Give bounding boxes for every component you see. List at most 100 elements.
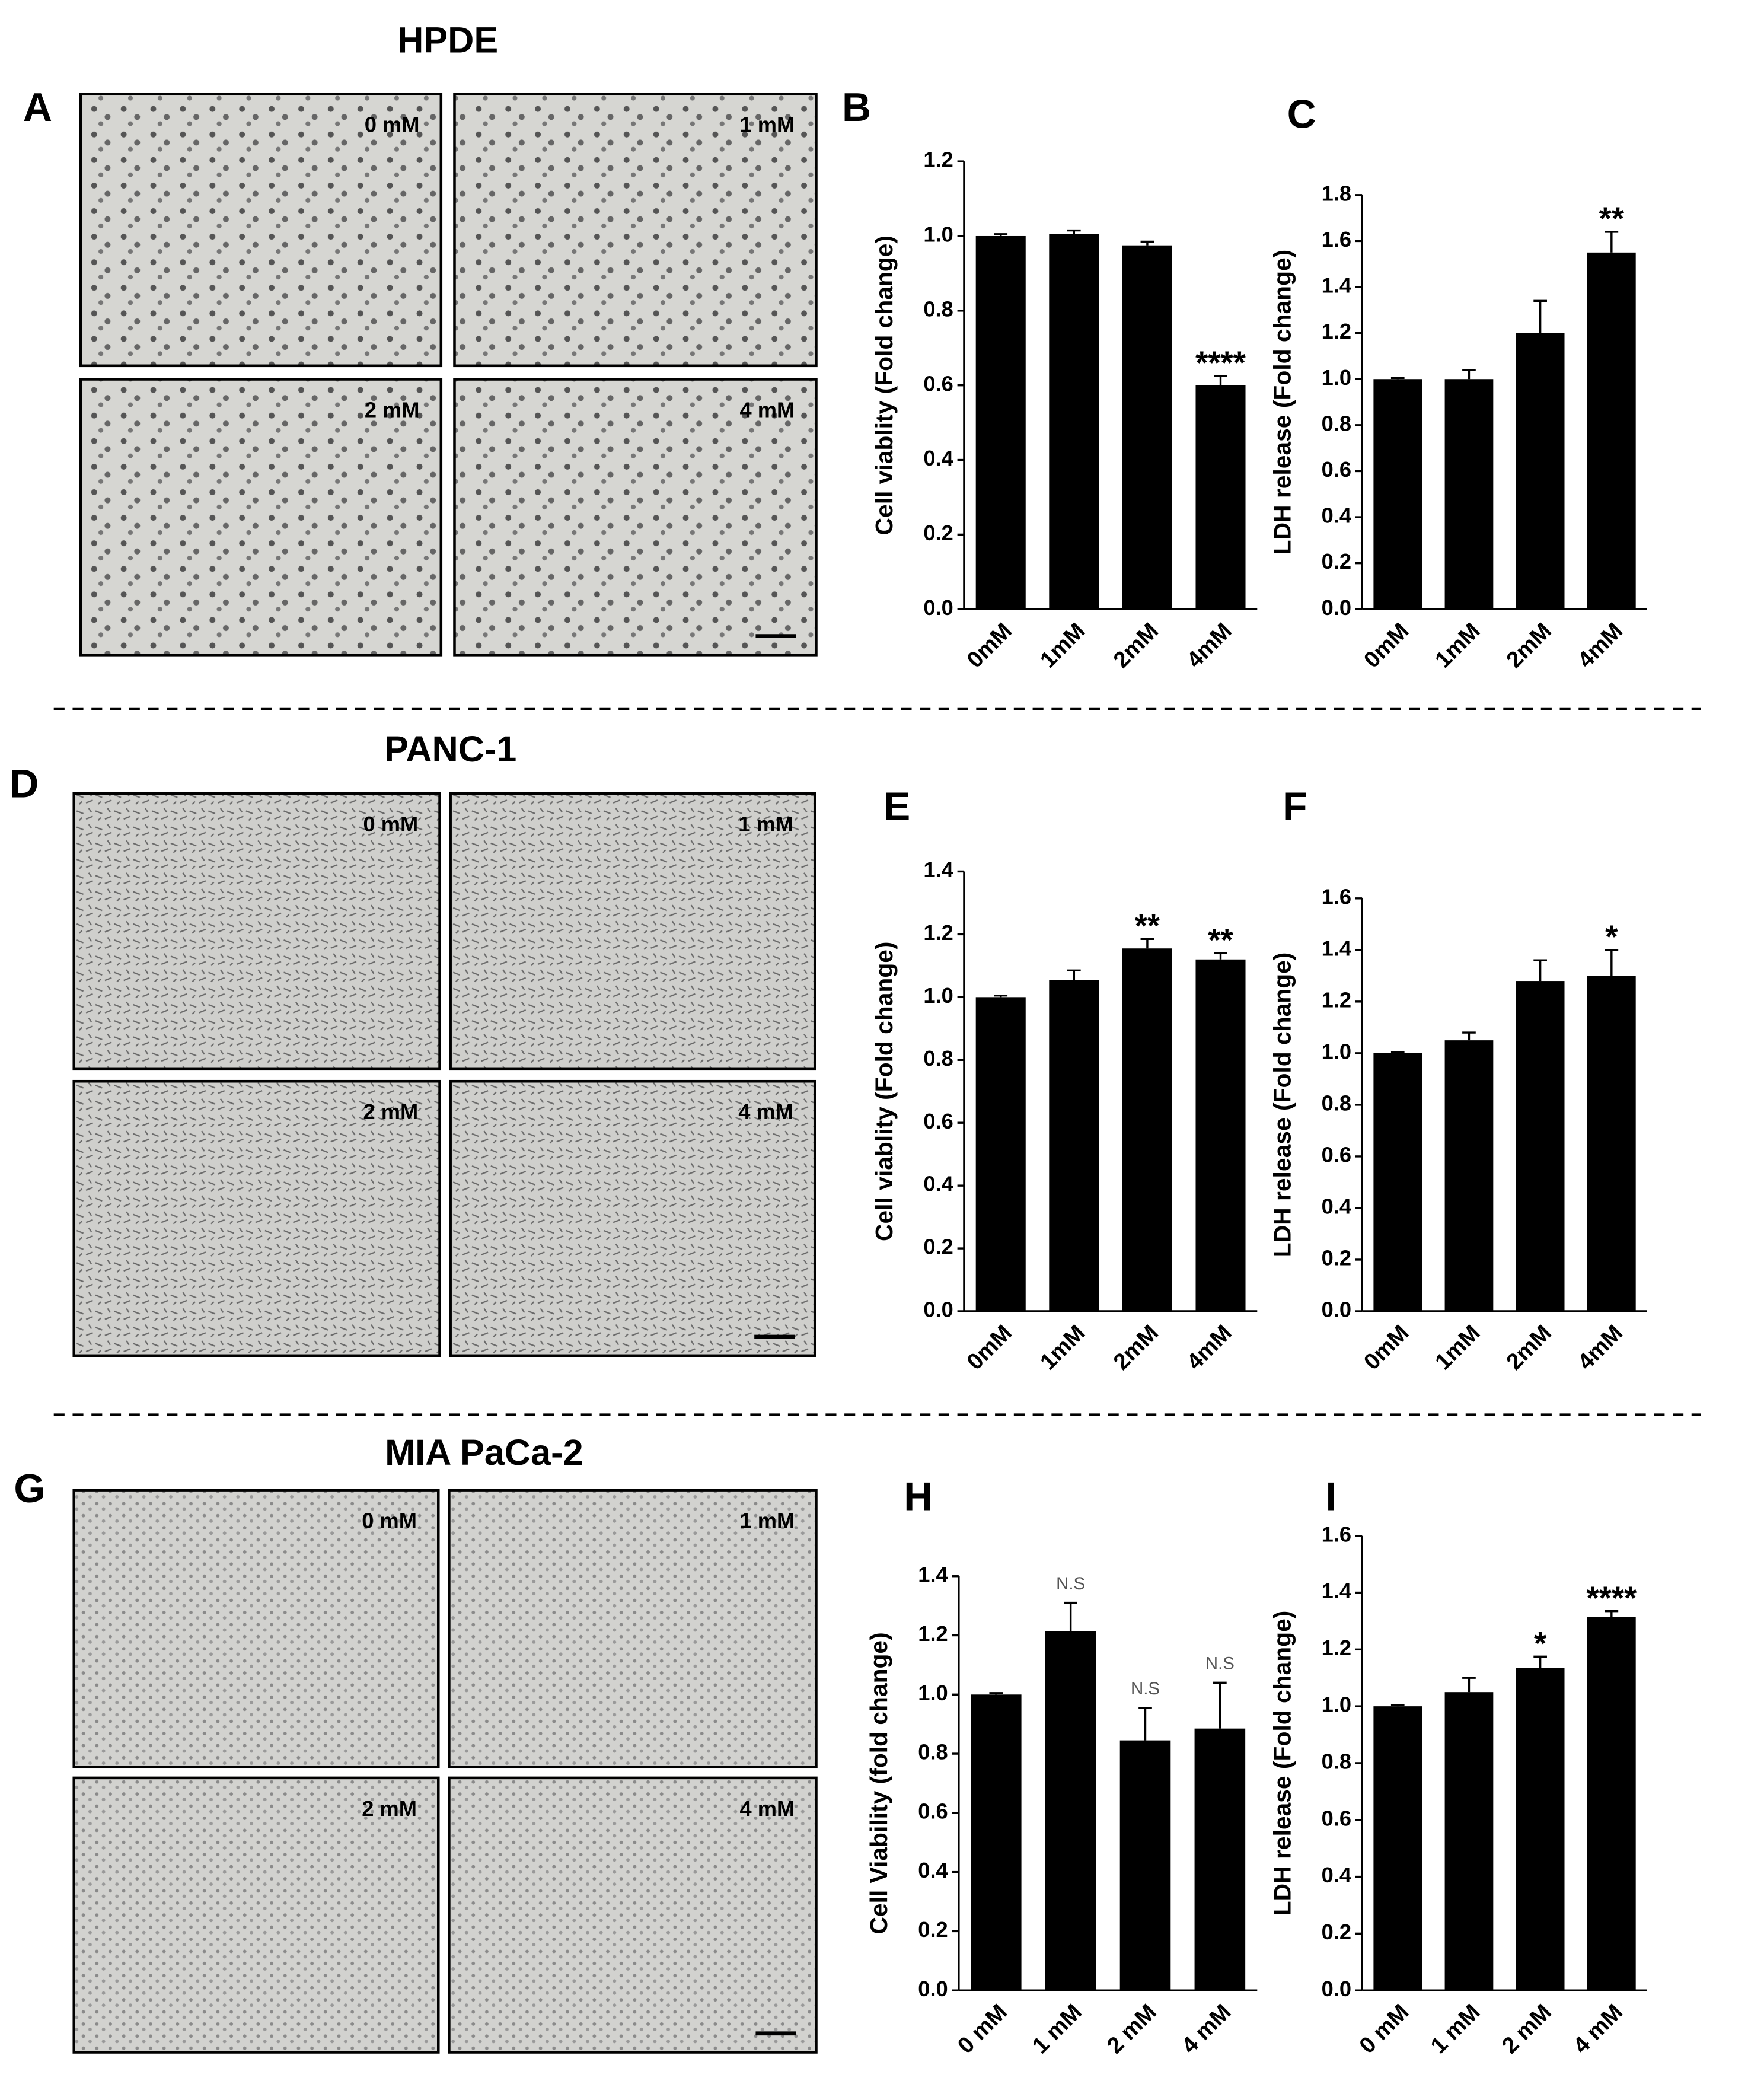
significance-label: ** xyxy=(1135,908,1160,944)
y-tick-label: 1.0 xyxy=(923,983,953,1008)
micrograph xyxy=(79,93,443,368)
y-tick-label: 0.4 xyxy=(918,1858,948,1882)
bar xyxy=(1587,976,1636,1311)
micrograph-label: 1 mM xyxy=(738,812,793,836)
x-tick-label: 2 mM xyxy=(1497,1999,1556,2058)
panel-letter: E xyxy=(883,784,910,829)
x-tick-label: 2mM xyxy=(1501,618,1556,673)
panel-letter: A xyxy=(23,85,52,130)
x-tick-label: 4mM xyxy=(1182,1320,1237,1375)
micrograph-label: 4 mM xyxy=(740,397,795,422)
significance-label: N.S xyxy=(1205,1654,1235,1674)
x-tick-label: 2 mM xyxy=(1102,1999,1162,2058)
y-tick-label: 0.8 xyxy=(918,1740,948,1764)
y-tick-label: 0.4 xyxy=(1322,1194,1351,1219)
micrograph xyxy=(448,1776,818,2054)
bar xyxy=(1373,1053,1422,1311)
y-tick-label: 1.0 xyxy=(918,1681,948,1705)
bar xyxy=(1195,959,1246,1311)
panel-letter: H xyxy=(904,1474,933,1519)
y-tick-label: 1.6 xyxy=(1322,884,1351,909)
x-tick-label: 0mM xyxy=(1359,618,1414,673)
x-tick-label: 1mM xyxy=(1035,1320,1090,1375)
y-tick-label: 0.0 xyxy=(923,595,953,620)
bar xyxy=(1045,1631,1096,1991)
y-tick-label: 0.0 xyxy=(1322,1977,1351,2001)
y-tick-label: 1.2 xyxy=(1322,987,1351,1012)
significance-label: ** xyxy=(1208,922,1233,958)
panel-letter: G xyxy=(14,1466,45,1511)
x-tick-label: 1 mM xyxy=(1028,1999,1087,2058)
y-tick-label: 0.2 xyxy=(1322,1920,1351,1944)
y-tick-label: 0.6 xyxy=(923,1109,953,1133)
y-tick-label: 1.0 xyxy=(1322,365,1351,390)
micrograph-label: 2 mM xyxy=(363,1100,419,1124)
bar xyxy=(1516,333,1565,610)
bar xyxy=(975,235,1026,610)
significance-label: N.S xyxy=(1056,1574,1085,1594)
micrograph xyxy=(72,792,441,1071)
panel-letter: I xyxy=(1326,1474,1337,1519)
section-title: PANC-1 xyxy=(384,729,516,769)
y-tick-label: 0.8 xyxy=(1322,411,1351,435)
bar xyxy=(1444,1040,1494,1311)
panel-letter: B xyxy=(842,85,871,130)
bar xyxy=(1516,981,1565,1311)
y-tick-label: 1.4 xyxy=(1322,1579,1351,1603)
y-tick-label: 0.6 xyxy=(918,1799,948,1823)
y-tick-label: 0.4 xyxy=(923,446,953,470)
x-tick-label: 1 mM xyxy=(1426,1999,1485,2058)
y-tick-label: 1.2 xyxy=(918,1621,948,1646)
micrograph-label: 0 mM xyxy=(363,812,419,836)
micrograph xyxy=(449,1079,816,1357)
y-tick-label: 0.8 xyxy=(923,297,953,321)
bar xyxy=(1587,252,1636,610)
x-tick-label: 4mM xyxy=(1572,618,1628,673)
y-tick-label: 0.8 xyxy=(1322,1091,1351,1115)
y-axis-label: Cell Viability (fold change) xyxy=(865,1632,892,1934)
significance-label: N.S xyxy=(1131,1679,1160,1699)
x-tick-label: 0 mM xyxy=(953,1999,1012,2058)
y-tick-label: 0.0 xyxy=(918,1977,948,2001)
x-tick-label: 1mM xyxy=(1430,1320,1485,1375)
x-tick-label: 2mM xyxy=(1109,618,1164,673)
y-tick-label: 1.4 xyxy=(1322,936,1351,960)
x-tick-label: 4 mM xyxy=(1568,1999,1628,2058)
bar xyxy=(1122,948,1172,1311)
micrograph-label: 0 mM xyxy=(365,113,420,137)
y-tick-label: 1.6 xyxy=(1322,1522,1351,1546)
x-tick-label: 1mM xyxy=(1430,618,1485,673)
y-tick-label: 1.2 xyxy=(923,920,953,945)
bar xyxy=(1122,245,1172,610)
y-tick-label: 0.0 xyxy=(1322,595,1351,620)
y-tick-label: 1.2 xyxy=(1322,319,1351,343)
significance-label: * xyxy=(1605,919,1618,955)
bar xyxy=(1049,980,1099,1311)
micrograph-label: 0 mM xyxy=(362,1509,417,1533)
panel-letter: D xyxy=(9,761,39,807)
x-tick-label: 4mM xyxy=(1572,1320,1628,1375)
bar xyxy=(1373,1706,1422,1991)
panel-letter: C xyxy=(1287,91,1316,136)
bar xyxy=(975,997,1026,1311)
y-tick-label: 1.2 xyxy=(923,148,953,172)
micrograph xyxy=(448,1489,818,1769)
y-tick-label: 1.0 xyxy=(1322,1693,1351,1717)
y-tick-label: 0.8 xyxy=(1322,1750,1351,1774)
x-tick-label: 0mM xyxy=(1359,1320,1414,1375)
y-tick-label: 0.0 xyxy=(1322,1298,1351,1322)
y-tick-label: 1.4 xyxy=(1322,273,1351,298)
micrograph-label: 2 mM xyxy=(362,1796,417,1821)
micrograph xyxy=(79,378,443,657)
significance-label: ** xyxy=(1599,200,1625,237)
y-tick-label: 0.8 xyxy=(923,1046,953,1070)
micrograph xyxy=(453,378,818,657)
y-tick-label: 0.4 xyxy=(923,1172,953,1196)
y-tick-label: 1.2 xyxy=(1322,1636,1351,1660)
y-axis-label: Cell viablity (Fold change) xyxy=(870,235,898,535)
y-tick-label: 0.4 xyxy=(1322,1863,1351,1887)
y-axis-label: Cell viablity (Fold change) xyxy=(870,941,898,1241)
micrograph-label: 1 mM xyxy=(740,1509,795,1533)
micrograph xyxy=(72,1776,440,2054)
y-tick-label: 0.6 xyxy=(1322,1806,1351,1830)
